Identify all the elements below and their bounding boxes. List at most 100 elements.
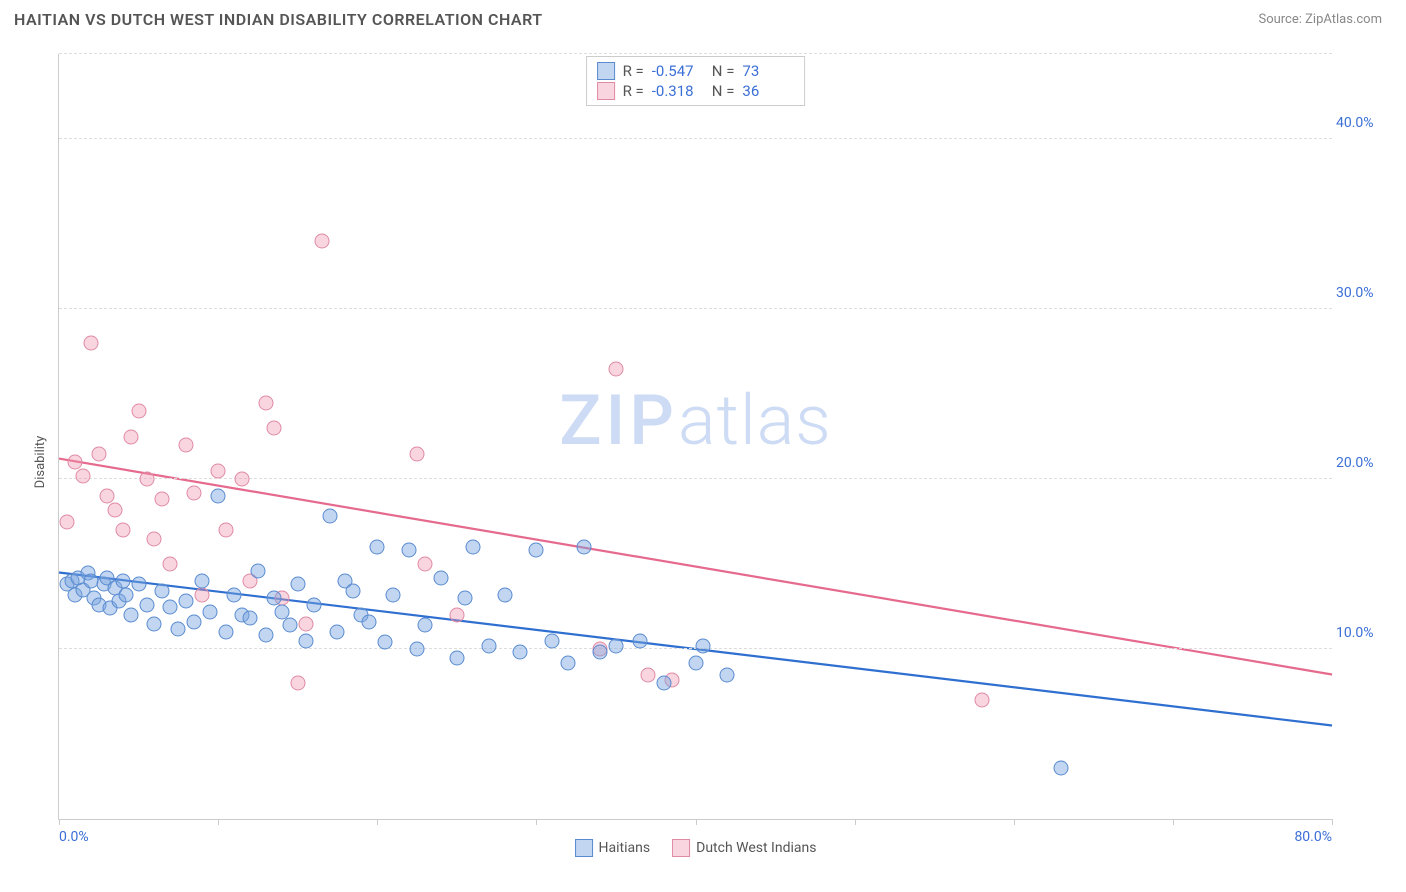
point-series-b — [163, 557, 178, 572]
stats-row-a: R = -0.547 N = 73 — [597, 61, 795, 81]
point-series-a — [147, 616, 162, 631]
point-series-b — [974, 693, 989, 708]
xtick — [377, 819, 378, 825]
point-series-a — [258, 628, 273, 643]
point-series-b — [449, 608, 464, 623]
r-value-a: -0.547 — [652, 62, 704, 80]
point-series-b — [640, 667, 655, 682]
legend-item-a: Haitians — [575, 839, 651, 857]
point-series-a — [187, 614, 202, 629]
source-label: Source: ZipAtlas.com — [1258, 12, 1382, 27]
ytick-label: 20.0% — [1336, 455, 1388, 471]
point-series-b — [314, 234, 329, 249]
point-series-a — [139, 597, 154, 612]
legend-label-a: Haitians — [599, 840, 651, 856]
point-series-a — [465, 540, 480, 555]
xtick — [218, 819, 219, 825]
point-series-a — [171, 621, 186, 636]
point-series-a — [386, 587, 401, 602]
point-series-b — [179, 438, 194, 453]
point-series-b — [298, 616, 313, 631]
stats-legend-box: R = -0.547 N = 73 R = -0.318 N = 36 — [586, 56, 806, 106]
point-series-a — [203, 604, 218, 619]
point-series-a — [163, 599, 178, 614]
swatch-series-b — [597, 82, 615, 100]
point-series-a — [696, 638, 711, 653]
point-series-b — [195, 587, 210, 602]
point-series-b — [258, 395, 273, 410]
point-series-b — [410, 446, 425, 461]
point-series-a — [593, 645, 608, 660]
point-series-b — [266, 421, 281, 436]
point-series-b — [131, 404, 146, 419]
gridline — [59, 53, 1332, 54]
point-series-a — [1054, 761, 1069, 776]
point-series-a — [362, 614, 377, 629]
point-series-a — [481, 638, 496, 653]
point-series-a — [497, 587, 512, 602]
point-series-b — [91, 446, 106, 461]
point-series-a — [577, 540, 592, 555]
point-series-b — [107, 502, 122, 517]
n-value-a: 73 — [742, 62, 794, 80]
point-series-a — [561, 655, 576, 670]
point-series-a — [155, 584, 170, 599]
point-series-b — [115, 523, 130, 538]
point-series-a — [632, 633, 647, 648]
point-series-a — [250, 563, 265, 578]
point-series-a — [656, 676, 671, 691]
point-series-a — [720, 667, 735, 682]
point-series-b — [608, 361, 623, 376]
point-series-b — [59, 514, 74, 529]
point-series-a — [219, 625, 234, 640]
point-series-b — [234, 472, 249, 487]
point-series-a — [290, 577, 305, 592]
watermark: ZIPatlas — [559, 380, 832, 462]
xtick — [1014, 819, 1015, 825]
point-series-a — [211, 489, 226, 504]
point-series-b — [211, 463, 226, 478]
swatch-series-a — [597, 62, 615, 80]
point-series-a — [449, 650, 464, 665]
point-series-b — [219, 523, 234, 538]
point-series-a — [306, 597, 321, 612]
point-series-b — [155, 492, 170, 507]
point-series-a — [688, 655, 703, 670]
ytick-label: 30.0% — [1336, 285, 1388, 301]
point-series-a — [402, 543, 417, 558]
point-series-a — [410, 642, 425, 657]
ytick-label: 40.0% — [1336, 115, 1388, 131]
point-series-a — [179, 594, 194, 609]
point-series-b — [187, 485, 202, 500]
legend-item-b: Dutch West Indians — [672, 839, 816, 857]
point-series-a — [322, 509, 337, 524]
plot-region: ZIPatlas R = -0.547 N = 73 R = -0.318 N … — [58, 54, 1332, 820]
point-series-a — [298, 633, 313, 648]
point-series-a — [417, 618, 432, 633]
point-series-b — [123, 429, 138, 444]
legend-swatch-a — [575, 839, 593, 857]
n-value-b: 36 — [742, 82, 794, 100]
xtick-label: 80.0% — [1294, 829, 1332, 845]
gridline — [59, 138, 1332, 139]
xtick — [696, 819, 697, 825]
point-series-a — [274, 604, 289, 619]
point-series-a — [282, 618, 297, 633]
r-value-b: -0.318 — [652, 82, 704, 100]
point-series-a — [227, 587, 242, 602]
trendline-series-a — [59, 573, 1332, 726]
point-series-a — [370, 540, 385, 555]
point-series-a — [433, 570, 448, 585]
point-series-b — [417, 557, 432, 572]
legend-swatch-b — [672, 839, 690, 857]
xtick — [59, 819, 60, 825]
point-series-a — [123, 608, 138, 623]
point-series-a — [608, 638, 623, 653]
point-series-a — [131, 577, 146, 592]
stats-row-b: R = -0.318 N = 36 — [597, 81, 795, 101]
point-series-b — [75, 468, 90, 483]
y-axis-label: Disability — [33, 436, 48, 489]
xtick — [536, 819, 537, 825]
point-series-a — [266, 591, 281, 606]
trendlines-layer — [59, 54, 1332, 819]
